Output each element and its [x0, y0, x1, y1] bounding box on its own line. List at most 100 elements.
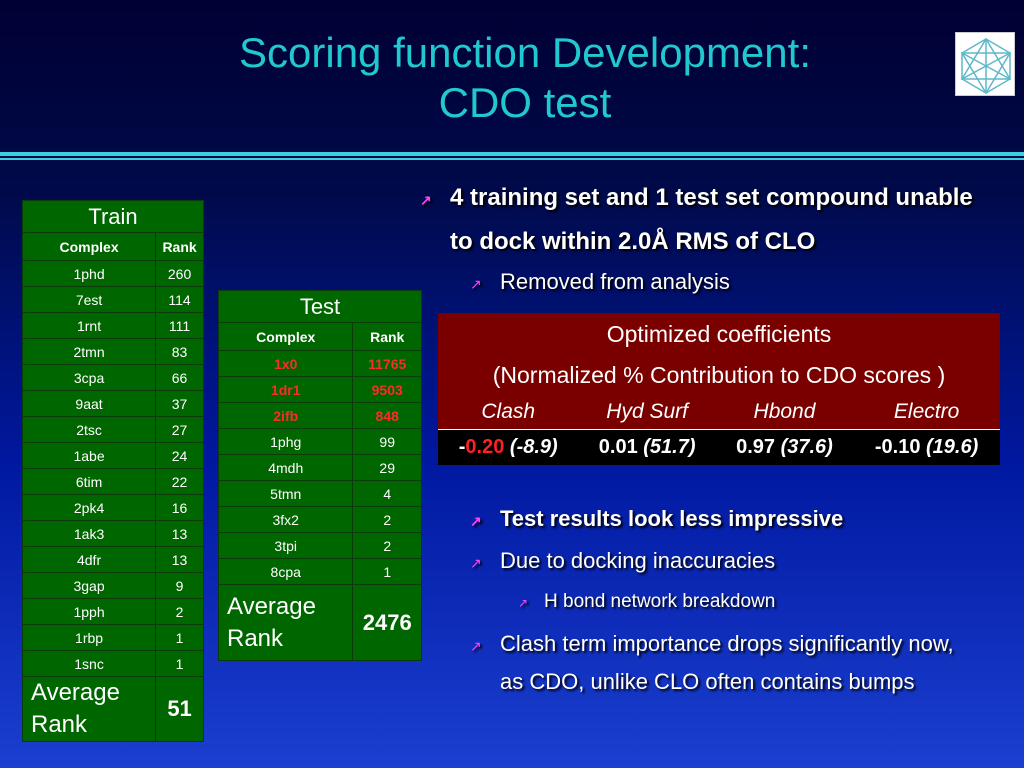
table-row: 1phd 260 — [21, 260, 204, 287]
rank-cell: 2 — [352, 532, 422, 559]
table-row: 6tim 22 — [21, 468, 204, 495]
title-divider-thick — [0, 152, 1024, 156]
complex-cell: 2tsc — [21, 416, 157, 443]
rank-cell: 29 — [352, 454, 422, 481]
complex-cell: 3gap — [21, 572, 157, 599]
complex-cell: 2tmn — [21, 338, 157, 365]
rank-cell: 1 — [155, 650, 204, 677]
bullet-test-results: ↗ Test results look less impressive — [470, 503, 843, 537]
rank-cell: 13 — [155, 546, 204, 573]
test-header: Test — [218, 290, 422, 323]
complex-cell: 1phd — [21, 260, 157, 287]
complex-cell: 5tmn — [217, 480, 354, 507]
complex-cell: 9aat — [21, 390, 157, 417]
complex-cell: 1phg — [217, 428, 354, 455]
complex-cell: 1snc — [21, 650, 157, 677]
test-col-complex: Complex — [217, 322, 354, 351]
rank-cell: 9 — [155, 572, 204, 599]
train-average-value: 51 — [155, 676, 204, 742]
complex-cell: 3fx2 — [217, 506, 354, 533]
table-row: 1ak3 13 — [21, 520, 204, 547]
bullet-training-failures: ↗ 4 training set and 1 test set compound … — [420, 176, 1010, 264]
table-row: 1snc 1 — [21, 650, 204, 677]
table-row: 1rnt 111 — [21, 312, 204, 339]
table-row: 1dr1 9503 — [217, 376, 422, 403]
rank-cell: 83 — [155, 338, 204, 365]
rank-cell: 4 — [352, 480, 422, 507]
title-line-2: CDO test — [438, 79, 612, 126]
rank-cell: 2 — [352, 506, 422, 533]
complex-cell: 6tim — [21, 468, 157, 495]
complex-cell: 2ifb — [217, 402, 354, 429]
train-col-rank: Rank — [155, 232, 204, 261]
table-row: 4dfr 13 — [21, 546, 204, 573]
complex-cell: 1x0 — [217, 350, 354, 377]
rank-cell: 114 — [155, 286, 204, 313]
rank-cell: 22 — [155, 468, 204, 495]
slide-title: Scoring function Development: CDO test — [120, 28, 930, 128]
geometric-star-logo-icon — [955, 32, 1015, 96]
table-row: 1rbp 1 — [21, 624, 204, 651]
complex-cell: 1rbp — [21, 624, 157, 651]
coef-value-clash: -0.20 (-8.9) — [438, 428, 579, 465]
rank-cell: 66 — [155, 364, 204, 391]
table-row: 3gap 9 — [21, 572, 204, 599]
rank-cell: 111 — [155, 312, 204, 339]
coefficients-table: Optimized coefficients (Normalized % Con… — [438, 313, 1000, 465]
rank-cell: 848 — [352, 402, 422, 429]
rank-cell: 27 — [155, 416, 204, 443]
bullet-arrow-icon: ↗ — [470, 555, 482, 571]
complex-cell: 7est — [21, 286, 157, 313]
table-row: 1x0 11765 — [217, 350, 422, 377]
table-row: 4mdh 29 — [217, 454, 422, 481]
rank-cell: 1 — [352, 558, 422, 585]
table-row: 2ifb 848 — [217, 402, 422, 429]
bullet-clash-term: ↗ Clash term importance drops significant… — [470, 625, 990, 701]
complex-cell: 3cpa — [21, 364, 157, 391]
test-table: Test Complex Rank 1x0 11765 1dr1 9503 2ifb 84… — [217, 290, 422, 661]
bullet-docking: ↗ Due to docking inaccuracies — [470, 545, 775, 579]
table-row: 2tmn 83 — [21, 338, 204, 365]
bullet-removed: ↗ Removed from analysis — [470, 266, 730, 300]
bullet-arrow-icon: ↗ — [470, 276, 482, 292]
complex-cell: 1abe — [21, 442, 157, 469]
train-average-label: Average Rank — [21, 676, 157, 742]
complex-cell: 1ak3 — [21, 520, 157, 547]
rank-cell: 37 — [155, 390, 204, 417]
rank-cell: 9503 — [352, 376, 422, 403]
coef-value-hydsurf: 0.01 (51.7) — [578, 428, 716, 465]
table-row: 3fx2 2 — [217, 506, 422, 533]
rank-cell: 24 — [155, 442, 204, 469]
table-row: 9aat 37 — [21, 390, 204, 417]
rank-cell: 2 — [155, 598, 204, 625]
rank-cell: 260 — [155, 260, 204, 287]
rank-cell: 13 — [155, 520, 204, 547]
table-row: 8cpa 1 — [217, 558, 422, 585]
title-divider-thin — [0, 158, 1024, 160]
complex-cell: 1pph — [21, 598, 157, 625]
test-average-label: Average Rank — [217, 584, 354, 661]
coef-col-hydsurf: Hyd Surf — [578, 395, 716, 429]
bullet-hbond: ↗ H bond network breakdown — [518, 588, 775, 617]
table-row: 7est 114 — [21, 286, 204, 313]
coef-title: Optimized coefficients — [438, 313, 1000, 355]
train-col-complex: Complex — [21, 232, 157, 261]
bullet-arrow-icon: ↗ — [518, 596, 529, 610]
table-row: 2pk4 16 — [21, 494, 204, 521]
coef-col-electro: Electro — [853, 395, 1000, 429]
test-col-rank: Rank — [352, 322, 422, 351]
coef-subtitle: (Normalized % Contribution to CDO scores… — [438, 355, 1000, 395]
bullet-arrow-icon: ↗ — [420, 192, 432, 208]
table-row: 3tpi 2 — [217, 532, 422, 559]
rank-cell: 11765 — [352, 350, 422, 377]
coef-col-hbond: Hbond — [715, 395, 854, 429]
complex-cell: 4dfr — [21, 546, 157, 573]
table-row: 3cpa 66 — [21, 364, 204, 391]
rank-cell: 99 — [352, 428, 422, 455]
rank-cell: 1 — [155, 624, 204, 651]
table-row: 2tsc 27 — [21, 416, 204, 443]
bullet-arrow-icon: ↗ — [470, 513, 482, 529]
coef-value-electro: -0.10 (19.6) — [853, 428, 1000, 465]
title-line-1: Scoring function Development: — [239, 29, 811, 76]
coef-col-clash: Clash — [438, 395, 579, 429]
